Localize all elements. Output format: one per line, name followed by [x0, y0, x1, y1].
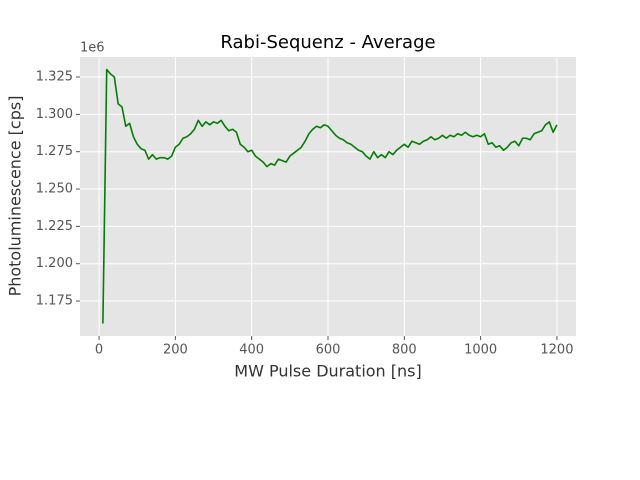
y-tick-label: 1.325 [36, 70, 73, 85]
x-tick-label: 1000 [464, 343, 497, 358]
marks [102, 68, 558, 324]
x-tick-label: 1200 [540, 343, 573, 358]
grid [80, 57, 576, 336]
x-tick-label: 800 [392, 343, 417, 358]
x-tick-label: 400 [239, 343, 264, 358]
x-axis-label: MW Pulse Duration [ns] [234, 362, 421, 381]
y-tick-label: 1.200 [36, 256, 73, 271]
y-tick-label: 1.250 [36, 182, 73, 197]
y-offset-label: 1e6 [80, 41, 105, 56]
y-tick-label: 1.175 [36, 294, 73, 309]
data-line [102, 68, 558, 324]
y-tick-label: 1.275 [36, 144, 73, 159]
y-tick-label: 1.300 [36, 107, 73, 122]
x-tick-label: 600 [316, 343, 341, 358]
chart-title: Rabi-Sequenz - Average [220, 32, 435, 53]
y-tick-label: 1.225 [36, 219, 73, 234]
x-tick-label: 0 [95, 343, 103, 358]
x-tick-label: 200 [163, 343, 188, 358]
y-axis-label: Photoluminescence [cps] [6, 96, 25, 297]
